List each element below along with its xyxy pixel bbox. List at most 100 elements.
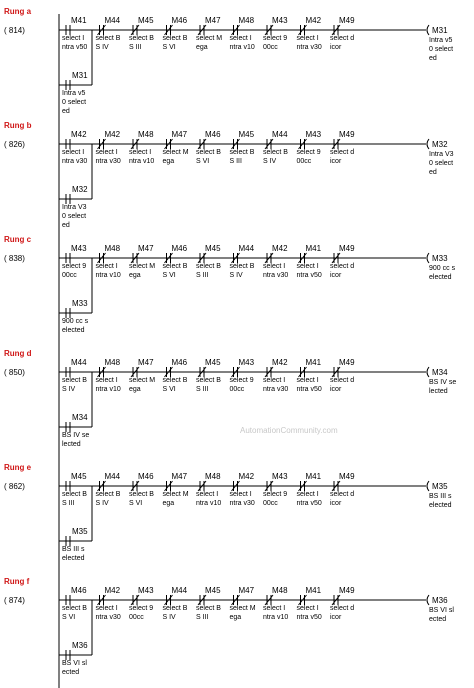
- coil-description: BS IV se: [429, 379, 456, 386]
- contact-description: S III: [196, 272, 209, 279]
- coil-description: ected: [429, 616, 446, 623]
- contact-description: ntra v30: [62, 158, 87, 165]
- contact-description: select M: [163, 149, 189, 156]
- contact-description: select I: [62, 149, 84, 156]
- contact-description: select B: [263, 149, 288, 156]
- contact-address: M41: [306, 586, 322, 595]
- contact-address: M48: [105, 244, 121, 253]
- nc-contact: [164, 366, 173, 378]
- nc-contact: [164, 252, 173, 264]
- output-coil: [426, 594, 430, 606]
- coil-description: 0 select: [429, 46, 453, 53]
- contact-address: M43: [239, 358, 255, 367]
- output-coil: [426, 480, 430, 492]
- contact-description: select 9: [263, 35, 287, 42]
- contact-address: M47: [205, 16, 221, 25]
- rung-label: Rung a: [4, 7, 32, 16]
- contact-description: S III: [129, 44, 142, 51]
- nc-contact: [197, 366, 207, 378]
- contact-description: ntra v30: [96, 614, 121, 621]
- rung-label: Rung b: [4, 121, 32, 130]
- nc-contact: [264, 138, 274, 150]
- contact-address: M48: [138, 130, 154, 139]
- latch-contact: [65, 194, 71, 204]
- contact-description: S VI: [62, 614, 75, 621]
- contact-address: M45: [205, 586, 221, 595]
- contact-description: 00cc: [297, 158, 312, 165]
- nc-contact: [331, 480, 341, 492]
- contact-description: select d: [330, 491, 354, 498]
- coil-description: ed: [429, 169, 437, 176]
- contact-description: select B: [62, 605, 87, 612]
- contact-description: ntra v50: [297, 614, 322, 621]
- rung-number: ( 838): [4, 254, 25, 263]
- contact-address: M43: [272, 16, 288, 25]
- contact-description: select 9: [297, 149, 321, 156]
- contact-description: S VI: [163, 386, 176, 393]
- no-contact: [65, 25, 71, 35]
- contact-description: select M: [129, 377, 155, 384]
- contact-description: ntra v10: [96, 272, 121, 279]
- contact-address: M45: [239, 130, 255, 139]
- output-coil: [426, 366, 430, 378]
- coil-address: M32: [432, 140, 448, 149]
- contact-description: select I: [96, 263, 118, 270]
- nc-contact: [197, 138, 207, 150]
- contact-description: select I: [297, 491, 319, 498]
- output-coil: [426, 252, 430, 264]
- contact-description: select B: [196, 377, 221, 384]
- contact-description: 00cc: [263, 44, 278, 51]
- latch-description: 0 select: [62, 99, 86, 106]
- rung-number: ( 850): [4, 368, 25, 377]
- contact-description: select I: [96, 377, 118, 384]
- latch-description: elected: [62, 327, 85, 334]
- contact-address: M42: [71, 130, 87, 139]
- latch-contact: [65, 650, 71, 660]
- contact-description: select 9: [62, 263, 86, 270]
- nc-contact: [264, 366, 274, 378]
- contact-description: select I: [297, 605, 319, 612]
- rung: Rung a ( 814) M41 select I ntra v50 M44 select…: [4, 7, 453, 115]
- contact-description: select I: [96, 149, 118, 156]
- output-coil: [426, 24, 430, 36]
- latch-contact: [65, 536, 71, 546]
- contact-description: select B: [196, 263, 221, 270]
- contact-description: 00cc: [62, 272, 77, 279]
- contact-address: M43: [138, 586, 154, 595]
- contact-address: M44: [71, 358, 87, 367]
- contact-address: M41: [306, 244, 322, 253]
- nc-contact: [231, 252, 240, 264]
- nc-contact: [331, 594, 341, 606]
- contact-address: M44: [172, 586, 188, 595]
- contact-description: icor: [330, 500, 342, 507]
- nc-contact: [264, 24, 274, 36]
- contact-description: select d: [330, 35, 354, 42]
- coil-description: elected: [429, 502, 452, 509]
- nc-contact: [164, 480, 173, 492]
- contact-address: M41: [71, 16, 87, 25]
- rung-label: Rung f: [4, 577, 30, 586]
- contact-description: ntra v10: [230, 44, 255, 51]
- contact-address: M46: [71, 586, 87, 595]
- contact-description: ntra v10: [129, 158, 154, 165]
- contact-description: S IV: [96, 500, 110, 507]
- contact-description: ntra v30: [230, 500, 255, 507]
- nc-contact: [231, 24, 240, 36]
- contact-address: M46: [172, 358, 188, 367]
- coil-description: BS VI sl: [429, 607, 454, 614]
- contact-description: icor: [330, 44, 342, 51]
- contact-description: ega: [129, 386, 141, 393]
- contact-description: select 9: [129, 605, 153, 612]
- nc-contact: [130, 366, 140, 378]
- nc-contact: [298, 480, 307, 492]
- rung-number: ( 826): [4, 140, 25, 149]
- latch-description: ed: [62, 222, 70, 229]
- coil-address: M36: [432, 596, 448, 605]
- contact-description: select B: [163, 35, 188, 42]
- latch-address: M33: [72, 299, 88, 308]
- coil-description: lected: [429, 388, 448, 395]
- latch-description: elected: [62, 555, 85, 562]
- contact-description: S IV: [163, 614, 177, 621]
- latch-address: M36: [72, 641, 88, 650]
